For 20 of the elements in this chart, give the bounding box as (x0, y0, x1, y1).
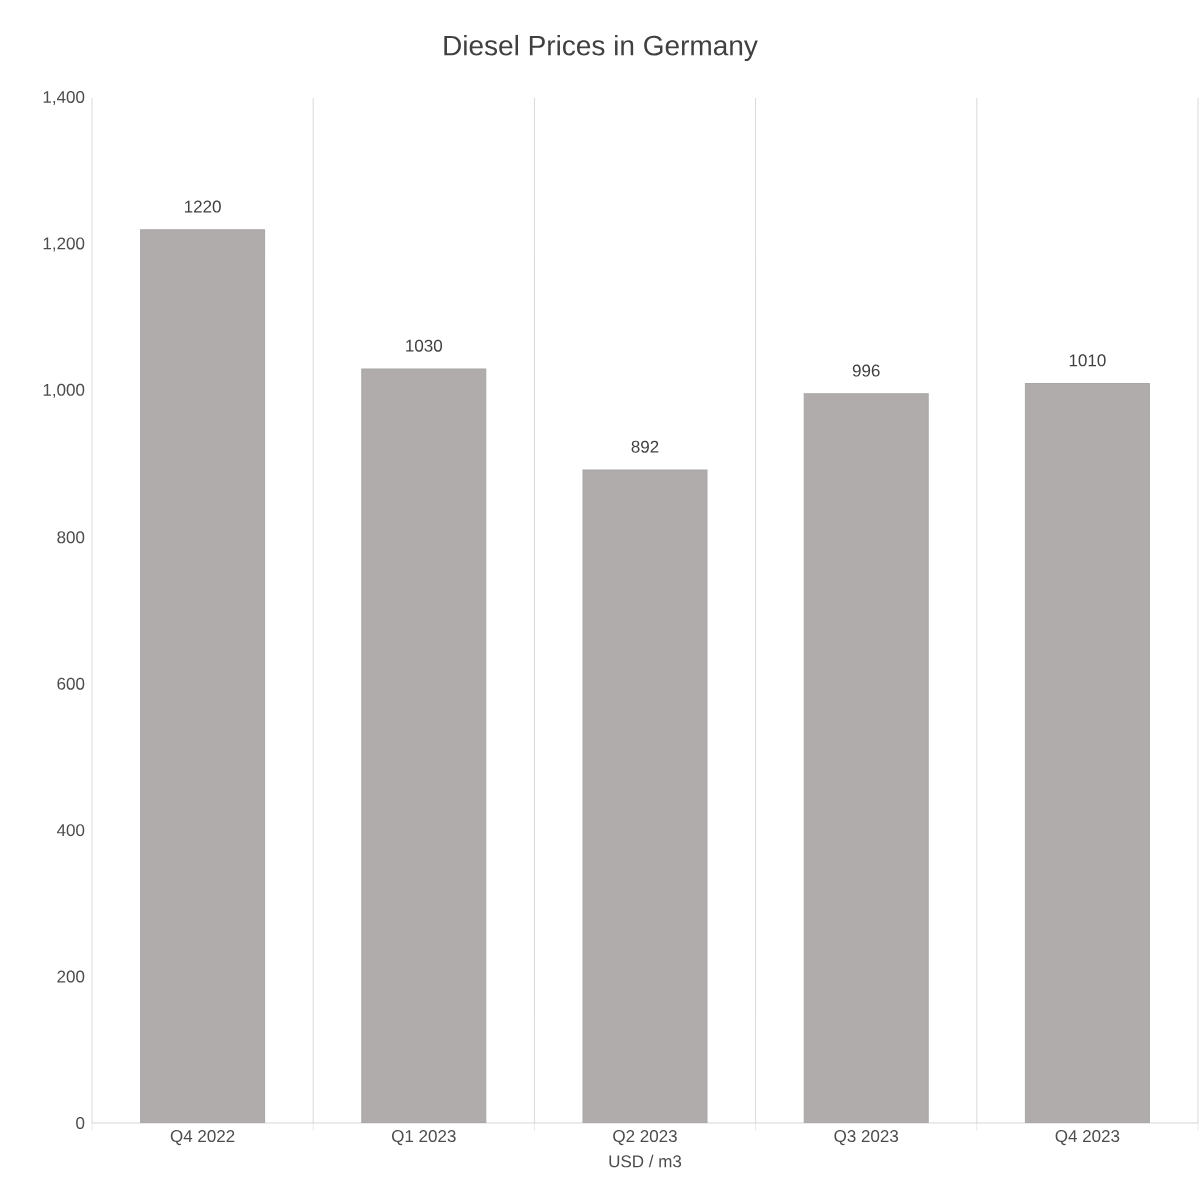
x-tick-label: Q3 2023 (834, 1130, 899, 1146)
data-label: 996 (852, 364, 880, 377)
x-tick-label: Q4 2022 (170, 1130, 235, 1146)
y-tick-label: 0 (76, 1117, 85, 1130)
x-tick-label: Q1 2023 (392, 1130, 456, 1146)
y-tick-label: 800 (57, 531, 85, 544)
x-tick-label: Q2 2023 (613, 1130, 677, 1146)
y-tick-label: 200 (57, 970, 85, 983)
y-tick-label: 1,000 (43, 383, 85, 398)
y-tick-label: 1,200 (43, 237, 85, 252)
y-tick-label: 600 (57, 677, 85, 690)
chart-title: Diesel Prices in Germany (444, 34, 758, 62)
data-label: 1220 (184, 200, 221, 213)
data-label: 892 (631, 440, 659, 453)
data-label: 1030 (406, 339, 443, 352)
y-tick-label: 400 (56, 824, 85, 837)
y-tick-label: 1,400 (43, 90, 85, 105)
x-axis-title: USD / m3 (609, 1154, 682, 1168)
x-tick-label: Q4 2023 (1055, 1130, 1120, 1146)
data-label: 1010 (1069, 354, 1106, 367)
